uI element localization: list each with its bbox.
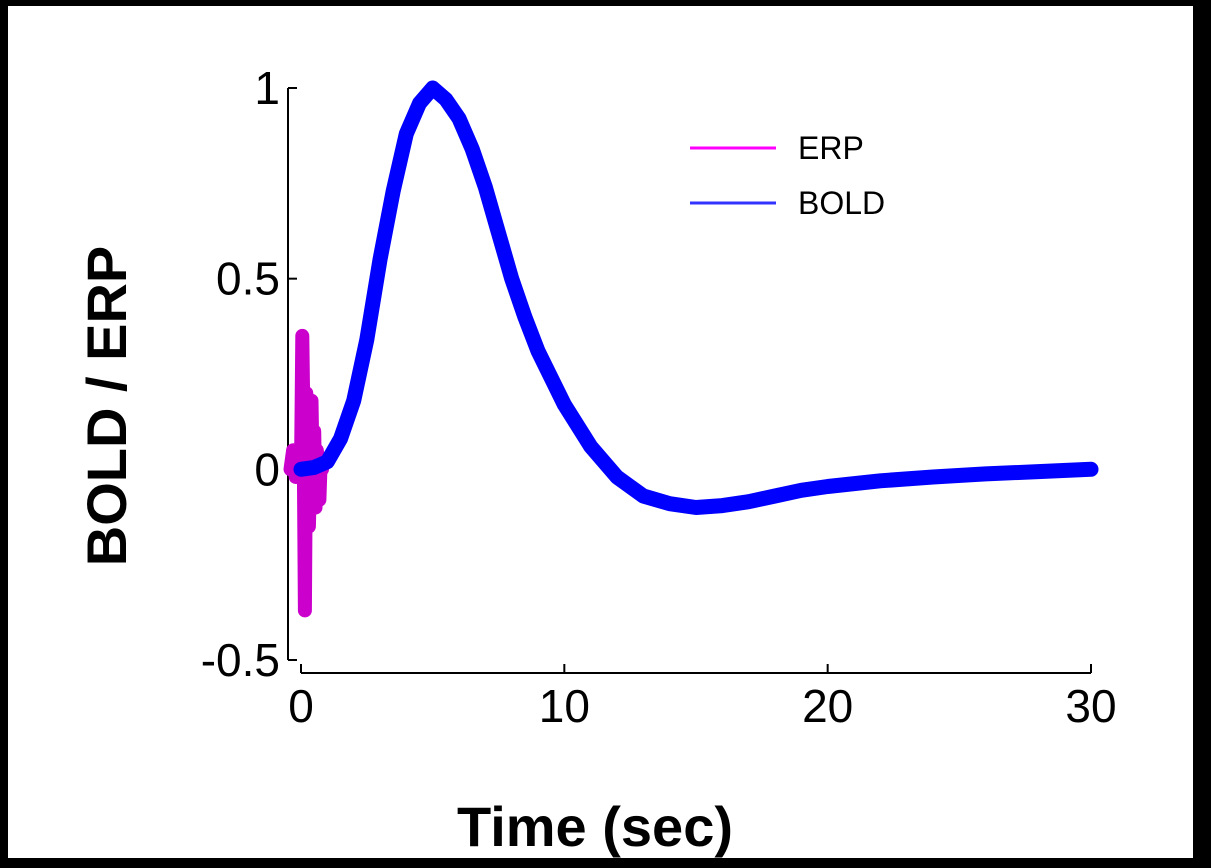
series-layer bbox=[283, 80, 1099, 618]
legend-label-bold: BOLD bbox=[798, 185, 885, 221]
y-tick-label: 0.5 bbox=[216, 253, 280, 305]
x-tick-label: 0 bbox=[288, 680, 314, 732]
legend-label-erp: ERP bbox=[798, 130, 864, 166]
axes: -0.500.510 10 20 30 bbox=[201, 62, 1117, 732]
series-line-bold bbox=[293, 80, 1099, 515]
y-tick-label: 1 bbox=[254, 62, 280, 114]
x-axis-title: Time (sec) bbox=[457, 795, 733, 858]
x-tick-label: 10 bbox=[539, 680, 590, 732]
y-axis-title: BOLD / ERP bbox=[75, 246, 138, 566]
chart-panel: -0.5 0 0.5 1 0 10 20 30 ERP BOLD Time (sec) BOLD… bbox=[8, 6, 1193, 858]
y-tick-label: 0 bbox=[254, 443, 280, 495]
y-tick-label: -0.5 bbox=[201, 634, 280, 686]
legend: ERP BOLD bbox=[690, 130, 885, 221]
x-tick-label: 20 bbox=[802, 680, 853, 732]
x-tick-label: 30 bbox=[1065, 680, 1116, 732]
